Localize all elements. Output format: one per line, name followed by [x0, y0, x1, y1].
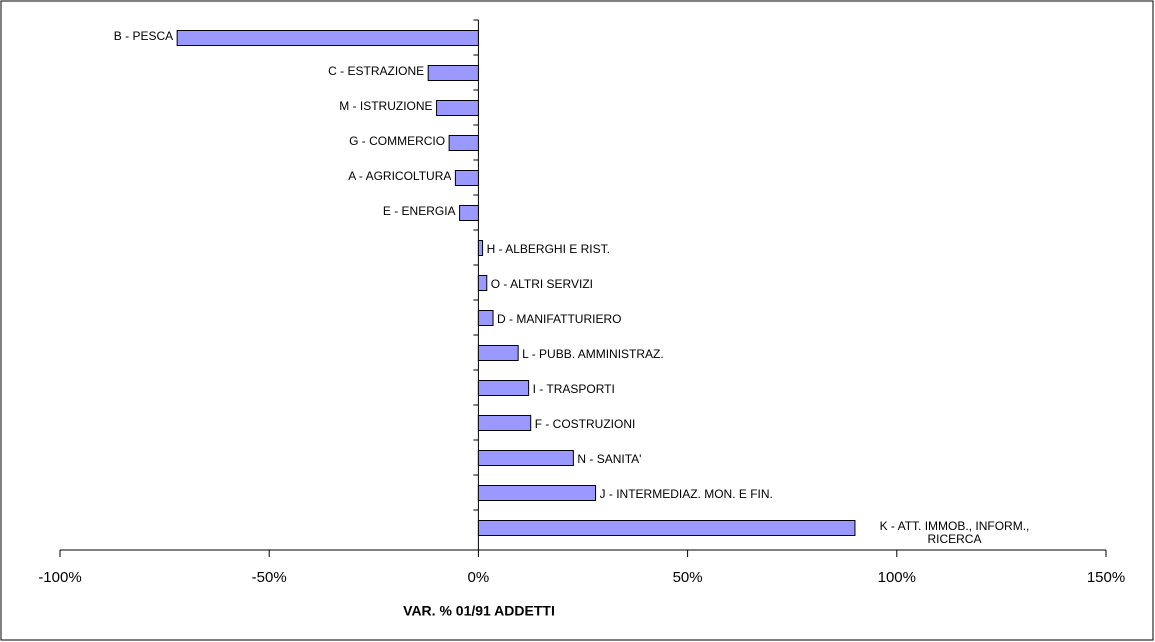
bar	[477, 345, 519, 361]
bar	[454, 170, 479, 186]
x-tick-label: -100%	[38, 569, 81, 586]
category-label: L - PUBB. AMMINISTRAZ.	[522, 347, 664, 361]
bar-label-box: A - AGRICOLTURA	[348, 170, 452, 183]
bar	[477, 380, 530, 396]
category-label: J - INTERMEDIAZ. MON. E FIN.	[599, 487, 773, 501]
category-label: K - ATT. IMMOB., INFORM., RICERCA	[879, 520, 1030, 546]
x-tick-label: 100%	[878, 569, 916, 586]
bar	[477, 485, 597, 501]
category-label: A - AGRICOLTURA	[348, 170, 452, 183]
bar	[477, 310, 494, 326]
bar	[436, 100, 479, 116]
category-label: B - PESCA	[113, 30, 174, 43]
bar	[477, 520, 856, 536]
category-label: H - ALBERGHI E RIST.	[486, 242, 610, 256]
bar-label-box: K - ATT. IMMOB., INFORM., RICERCA	[879, 520, 1030, 546]
x-axis-title: VAR. % 01/91 ADDETTI	[403, 603, 555, 619]
bar	[477, 415, 532, 431]
bar-label-box: H - ALBERGHI E RIST.	[486, 242, 610, 256]
bar-label-box: O - ALTRI SERVIZI	[490, 277, 594, 291]
bar-label-box: G - COMMERCIO	[349, 135, 446, 148]
bar-label-box: L - PUBB. AMMINISTRAZ.	[522, 347, 664, 361]
bar-label-box: J - INTERMEDIAZ. MON. E FIN.	[599, 487, 773, 501]
category-label: N - SANITA'	[577, 452, 642, 466]
bar	[477, 240, 484, 256]
bar-label-box: C - ESTRAZIONE	[328, 65, 425, 78]
bar	[459, 205, 479, 221]
bar-label-box: D - MANIFATTURIERO	[497, 312, 622, 326]
category-label: D - MANIFATTURIERO	[497, 312, 622, 326]
bar	[176, 30, 479, 46]
bar	[448, 135, 479, 151]
bar	[427, 65, 479, 81]
bar	[477, 275, 488, 291]
category-label: G - COMMERCIO	[349, 135, 446, 148]
bar-label-box: B - PESCA	[113, 30, 174, 43]
x-tick-label: 150%	[1087, 569, 1125, 586]
category-label: F - COSTRUZIONI	[534, 417, 636, 431]
category-label: I - TRASPORTI	[532, 382, 615, 396]
x-tick-label: 50%	[673, 569, 703, 586]
x-tick-label: -50%	[252, 569, 287, 586]
category-label: C - ESTRAZIONE	[328, 65, 425, 78]
bar-label-box: N - SANITA'	[577, 452, 642, 466]
bar-label-box: E - ENERGIA	[382, 205, 456, 218]
bar-label-box: M - ISTRUZIONE	[339, 100, 433, 113]
bar-label-box: F - COSTRUZIONI	[534, 417, 636, 431]
x-tick-label: 0%	[468, 569, 490, 586]
category-label: M - ISTRUZIONE	[339, 100, 433, 113]
category-label: E - ENERGIA	[382, 205, 456, 218]
category-label: O - ALTRI SERVIZI	[490, 277, 594, 291]
bar-label-box: I - TRASPORTI	[532, 382, 615, 396]
bar	[477, 450, 574, 466]
